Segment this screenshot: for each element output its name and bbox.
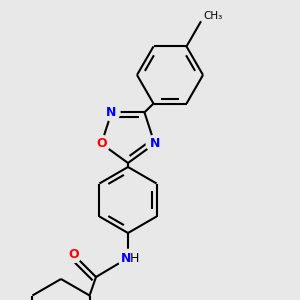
Text: N: N [149, 137, 160, 150]
Circle shape [146, 135, 163, 152]
Text: N: N [120, 253, 131, 266]
Text: N: N [106, 106, 117, 119]
Circle shape [93, 135, 110, 152]
Text: H: H [130, 253, 139, 266]
Circle shape [67, 248, 82, 262]
Circle shape [118, 249, 138, 268]
Circle shape [103, 104, 120, 121]
Text: CH₃: CH₃ [203, 11, 223, 21]
Text: O: O [96, 137, 107, 150]
Text: O: O [69, 248, 79, 262]
